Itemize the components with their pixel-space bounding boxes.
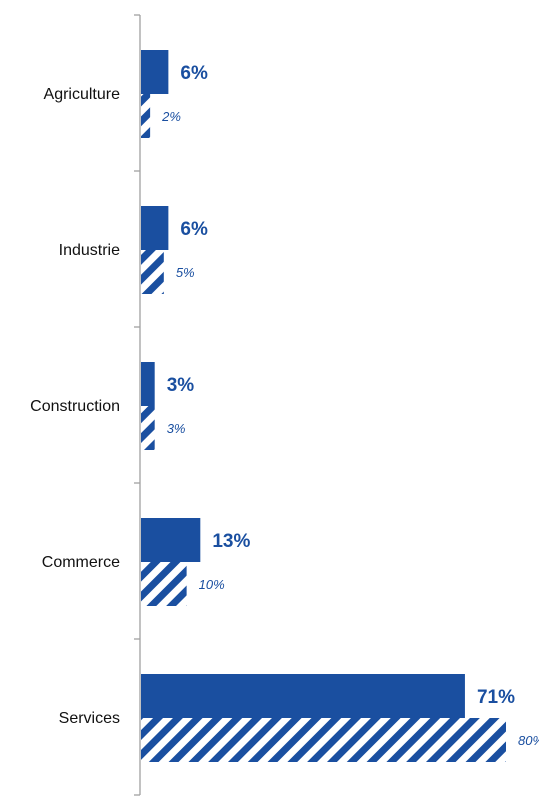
data-label-hatched: 3%: [167, 421, 186, 436]
data-label-solid: 3%: [167, 375, 195, 396]
labels: Agriculture 6% 2% Industrie 6% 5% Construction…: [30, 63, 539, 748]
category-label: Industrie: [59, 242, 120, 259]
category-label: Construction: [30, 398, 120, 415]
data-label-solid: 6%: [180, 219, 208, 240]
bar-solid: [141, 50, 169, 94]
data-label-hatched: 5%: [176, 265, 195, 280]
bar-solid: [141, 674, 465, 718]
data-label-hatched: 80%: [518, 733, 539, 748]
bar-solid: [141, 518, 201, 562]
data-label-solid: 6%: [180, 63, 208, 84]
bars: [141, 50, 506, 762]
bar-hatched: [141, 406, 155, 450]
data-label-solid: 13%: [212, 531, 250, 552]
bar-solid: [141, 362, 155, 406]
bar-hatched: [141, 250, 164, 294]
category-label: Commerce: [42, 554, 120, 571]
category-label: Agriculture: [44, 86, 121, 103]
data-label-solid: 71%: [477, 687, 515, 708]
bar-hatched: [141, 562, 187, 606]
axis: [134, 14, 141, 796]
category-label: Services: [59, 710, 120, 727]
data-label-hatched: 2%: [161, 109, 181, 124]
bar-hatched: [141, 94, 151, 138]
bar-solid: [141, 206, 169, 250]
bar-hatched: [141, 718, 506, 762]
data-label-hatched: 10%: [199, 577, 225, 592]
